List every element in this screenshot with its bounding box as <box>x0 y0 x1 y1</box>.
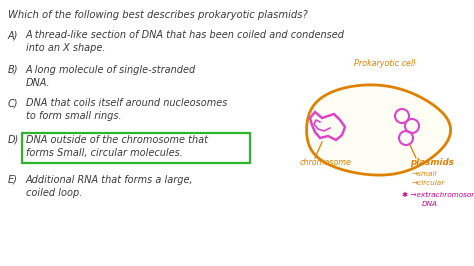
Text: plasmids: plasmids <box>410 158 454 167</box>
Text: A long molecule of single-stranded: A long molecule of single-stranded <box>26 65 196 75</box>
Text: DNA outside of the chromosome that: DNA outside of the chromosome that <box>26 135 208 145</box>
Text: into an X shape.: into an X shape. <box>26 43 106 53</box>
Text: DNA: DNA <box>422 201 438 207</box>
Text: to form small rings.: to form small rings. <box>26 111 122 121</box>
Text: →small: →small <box>412 171 438 177</box>
Text: D): D) <box>8 135 19 145</box>
Text: Which of the following best describes prokaryotic plasmids?: Which of the following best describes pr… <box>8 10 308 20</box>
Text: B): B) <box>8 65 18 75</box>
Text: coiled loop.: coiled loop. <box>26 188 82 198</box>
Text: DNA that coils itself around nucleosomes: DNA that coils itself around nucleosomes <box>26 98 228 108</box>
Text: forms Small, circular molecules.: forms Small, circular molecules. <box>26 148 183 158</box>
Text: Additional RNA that forms a large,: Additional RNA that forms a large, <box>26 175 193 185</box>
Text: ✱ →extrachromosomal: ✱ →extrachromosomal <box>402 192 474 198</box>
Text: →circular: →circular <box>412 180 445 186</box>
Text: Prokaryotic cell: Prokaryotic cell <box>354 59 416 68</box>
Polygon shape <box>307 85 451 175</box>
Text: DNA.: DNA. <box>26 78 51 88</box>
Text: A): A) <box>8 30 18 40</box>
Text: chromosome: chromosome <box>300 158 352 167</box>
Text: A thread-like section of DNA that has been coiled and condensed: A thread-like section of DNA that has be… <box>26 30 345 40</box>
Text: E): E) <box>8 175 18 185</box>
Text: C): C) <box>8 98 18 108</box>
